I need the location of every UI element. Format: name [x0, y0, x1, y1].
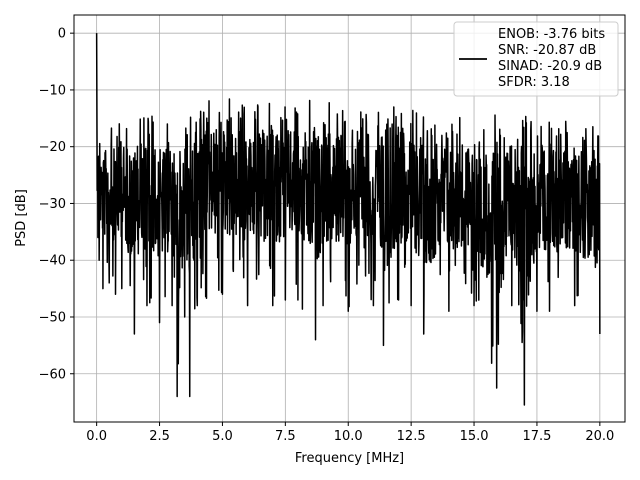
- legend-line-sinad: SINAD: -20.9 dB: [498, 59, 602, 74]
- y-tick-label: −10: [39, 83, 66, 98]
- plot-data: [95, 33, 601, 406]
- x-tick-label: 12.5: [397, 429, 426, 444]
- psd-series-line: [95, 33, 601, 406]
- legend-box: [453, 21, 619, 97]
- y-tick-label: −30: [39, 197, 66, 212]
- legend-line-sfdr: SFDR: 3.18: [498, 75, 570, 90]
- x-tick-label: 2.5: [149, 429, 170, 444]
- y-axis-label: PSD [dB]: [14, 189, 29, 247]
- x-tick-label: 5.0: [212, 429, 233, 444]
- legend: ENOB: -3.76 bits SNR: -20.87 dB SINAD: -…: [453, 21, 619, 97]
- plot-frame: [73, 14, 626, 423]
- y-tick-label: −20: [39, 140, 66, 155]
- x-tick-label: 15.0: [460, 429, 489, 444]
- y-tick-label: −40: [39, 254, 66, 269]
- legend-line-enob: ENOB: -3.76 bits: [498, 27, 605, 42]
- y-tick-label: 0: [58, 27, 66, 42]
- x-tick-label: 17.5: [522, 429, 551, 444]
- axis-ticks: 0.0 2.5 5.0 7.5 10.0 12.5 15.0 17.5 20.0 0 −10 −20 −…: [39, 27, 615, 444]
- x-tick-label: 10.0: [334, 429, 363, 444]
- x-tick-label: 20.0: [585, 429, 614, 444]
- x-tick-label: 7.5: [275, 429, 296, 444]
- y-tick-label: −50: [39, 310, 66, 325]
- legend-line-snr: SNR: -20.87 dB: [498, 43, 596, 58]
- x-axis-label: Frequency [MHz]: [295, 451, 404, 466]
- y-tick-label: −60: [39, 367, 66, 382]
- x-tick-label: 0.0: [86, 429, 107, 444]
